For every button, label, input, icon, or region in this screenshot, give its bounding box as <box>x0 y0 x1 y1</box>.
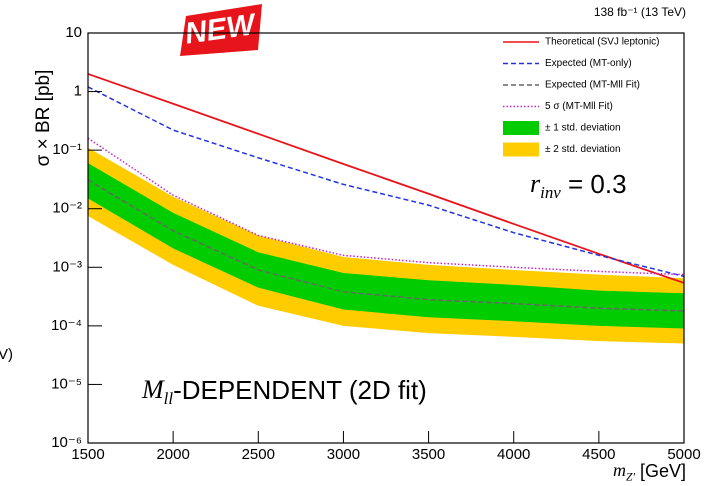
x-tick-label: 3500 <box>412 446 445 463</box>
series-line <box>87 137 685 276</box>
y-tick-label: 10⁻² <box>52 200 82 217</box>
x-tick-label: 3000 <box>327 446 360 463</box>
y-tick-label: 10⁻¹ <box>52 141 82 158</box>
x-tick-label: 4000 <box>497 446 530 463</box>
x-tick-label: 1500 <box>71 446 104 463</box>
badge: NEW <box>180 4 262 56</box>
y-tick-label: 1 <box>74 83 82 100</box>
annotation-r-subscript: inv <box>540 183 561 202</box>
y-axis-label: σ × BR [pb] <box>33 70 54 167</box>
legend-label: ± 2 std. deviation <box>545 144 621 155</box>
annotation-r-symbol: r <box>530 169 541 198</box>
x-axis-label: mZ' [GeV] <box>613 460 686 483</box>
x-axis-label-text: [GeV] <box>635 461 686 481</box>
x-tick-label: 2500 <box>242 446 275 463</box>
x-axis-label-symbol: m <box>613 460 626 480</box>
luminosity: 138 fb⁻¹ (13 TeV) <box>594 5 686 19</box>
series-line <box>87 179 685 312</box>
series-line <box>87 73 685 284</box>
y-tick-label: 10⁻⁴ <box>51 317 82 334</box>
band <box>88 163 684 329</box>
y-tick-label: 10⁻⁵ <box>51 375 82 392</box>
annotation-m: Mll-DEPENDENT (2D fit) <box>141 375 427 408</box>
plot-frame <box>87 32 685 444</box>
x-axis-label-subscript: Z' <box>626 470 636 483</box>
legend-label: Expected (MT-Mll Fit) <box>545 80 640 91</box>
x-tick-label: 4500 <box>582 446 615 463</box>
legend-swatch <box>503 142 539 157</box>
annotation-m-symbol: M <box>141 375 165 404</box>
y-tick-label: 10 <box>65 24 82 41</box>
legend-label: 5 σ (MT-Mll Fit) <box>545 101 613 112</box>
legend-label: ± 1 std. deviation <box>545 123 621 134</box>
cut-text: V) <box>0 346 13 363</box>
annotation-m-text: -DEPENDENT (2D fit) <box>173 375 427 405</box>
x-tick-label: 2000 <box>156 446 189 463</box>
badge-shape <box>180 4 262 56</box>
series-line <box>87 86 685 278</box>
legend-label: Theoretical (SVJ leptonic) <box>545 37 660 48</box>
annotation-m-subscript: ll <box>164 389 174 408</box>
x-tick-label: 5000 <box>667 446 700 463</box>
annotation-r: rinv = 0.3 <box>530 169 627 202</box>
legend-label: Expected (MT-only) <box>545 58 632 69</box>
y-tick-label: 10⁻³ <box>52 258 82 275</box>
y-tick-label: 10⁻⁶ <box>51 434 82 451</box>
legend-swatch <box>503 121 539 135</box>
annotation-r-text: = 0.3 <box>561 169 627 199</box>
